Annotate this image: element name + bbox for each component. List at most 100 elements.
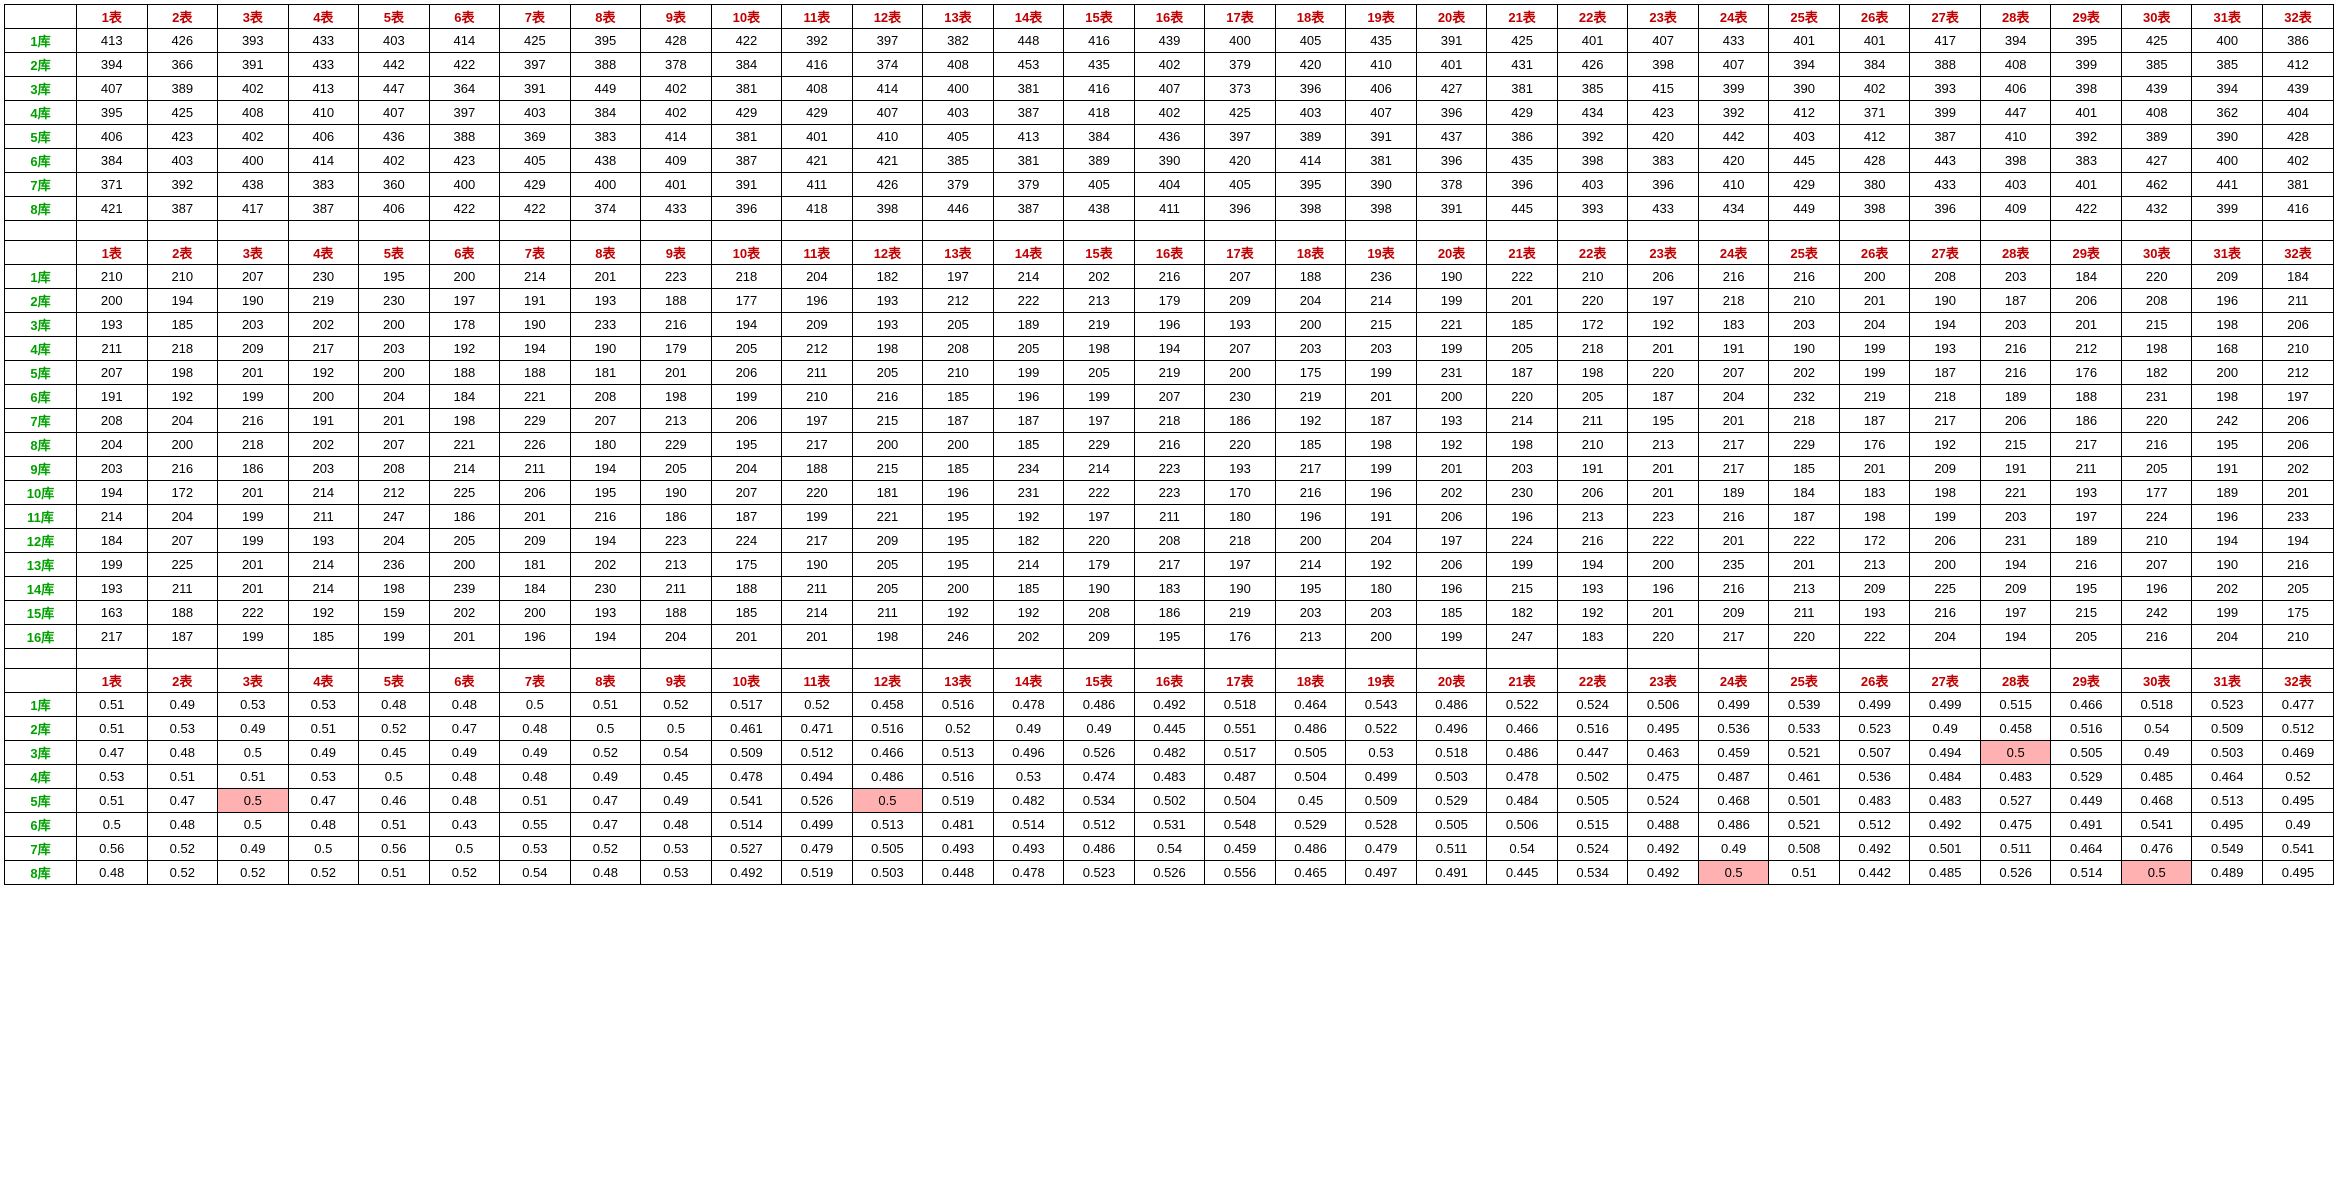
data-cell: 204 bbox=[147, 505, 218, 529]
data-cell: 229 bbox=[1064, 433, 1135, 457]
data-cell: 184 bbox=[2051, 265, 2122, 289]
data-cell: 0.522 bbox=[1487, 693, 1558, 717]
data-cell: 234 bbox=[993, 457, 1064, 481]
data-cell: 393 bbox=[1910, 77, 1981, 101]
data-cell: 189 bbox=[2051, 529, 2122, 553]
data-cell: 403 bbox=[1769, 125, 1840, 149]
data-cell: 217 bbox=[1910, 409, 1981, 433]
data-cell: 224 bbox=[711, 529, 782, 553]
data-cell: 179 bbox=[1134, 289, 1205, 313]
data-cell: 189 bbox=[993, 313, 1064, 337]
column-header: 19表 bbox=[1346, 669, 1417, 693]
data-cell: 0.529 bbox=[2051, 765, 2122, 789]
data-cell: 0.491 bbox=[1416, 861, 1487, 885]
data-cell: 219 bbox=[1839, 385, 1910, 409]
data-cell: 199 bbox=[1064, 385, 1135, 409]
data-cell: 398 bbox=[1557, 149, 1628, 173]
data-cell: 399 bbox=[2051, 53, 2122, 77]
data-cell: 0.523 bbox=[1839, 717, 1910, 741]
data-cell: 402 bbox=[1134, 53, 1205, 77]
data-cell: 207 bbox=[1205, 337, 1276, 361]
data-cell: 195 bbox=[1628, 409, 1699, 433]
column-header: 3表 bbox=[218, 241, 289, 265]
data-cell: 219 bbox=[288, 289, 359, 313]
data-cell: 0.465 bbox=[1275, 861, 1346, 885]
data-cell: 188 bbox=[147, 601, 218, 625]
data-cell: 216 bbox=[1134, 265, 1205, 289]
column-header: 9表 bbox=[641, 5, 712, 29]
data-cell: 194 bbox=[570, 625, 641, 649]
data-cell: 398 bbox=[1980, 149, 2051, 173]
data-cell: 0.527 bbox=[1980, 789, 2051, 813]
data-cell: 0.52 bbox=[147, 837, 218, 861]
column-header: 2表 bbox=[147, 241, 218, 265]
data-cell: 0.534 bbox=[1064, 789, 1135, 813]
data-cell: 0.486 bbox=[1487, 741, 1558, 765]
table-row: 13库1992252012142362001812022131751902051… bbox=[5, 553, 2334, 577]
column-header: 20表 bbox=[1416, 669, 1487, 693]
data-cell: 225 bbox=[1910, 577, 1981, 601]
data-cell: 200 bbox=[1416, 385, 1487, 409]
data-cell: 441 bbox=[2192, 173, 2263, 197]
data-cell: 186 bbox=[2051, 409, 2122, 433]
data-cell: 200 bbox=[359, 313, 430, 337]
data-cell: 371 bbox=[77, 173, 148, 197]
data-cell: 190 bbox=[1416, 265, 1487, 289]
data-cell: 183 bbox=[1698, 313, 1769, 337]
data-cell: 0.487 bbox=[1698, 765, 1769, 789]
data-cell: 209 bbox=[1910, 457, 1981, 481]
column-header: 1表 bbox=[77, 669, 148, 693]
data-cell: 222 bbox=[1064, 481, 1135, 505]
data-cell: 0.463 bbox=[1628, 741, 1699, 765]
data-cell: 0.517 bbox=[1205, 741, 1276, 765]
data-cell: 0.49 bbox=[288, 741, 359, 765]
column-header: 24表 bbox=[1698, 241, 1769, 265]
data-cell: 195 bbox=[359, 265, 430, 289]
data-cell: 196 bbox=[2192, 505, 2263, 529]
data-cell: 0.478 bbox=[993, 861, 1064, 885]
row-header: 3库 bbox=[5, 741, 77, 765]
column-header: 15表 bbox=[1064, 669, 1135, 693]
data-cell: 387 bbox=[288, 197, 359, 221]
column-header-row: 1表2表3表4表5表6表7表8表9表10表11表12表13表14表15表16表1… bbox=[5, 669, 2334, 693]
data-cell: 183 bbox=[1839, 481, 1910, 505]
data-cell: 209 bbox=[500, 529, 571, 553]
data-cell: 216 bbox=[218, 409, 289, 433]
data-cell: 0.489 bbox=[2192, 861, 2263, 885]
data-cell: 408 bbox=[2121, 101, 2192, 125]
data-cell: 400 bbox=[218, 149, 289, 173]
data-cell: 410 bbox=[852, 125, 923, 149]
data-cell: 229 bbox=[641, 433, 712, 457]
data-cell: 445 bbox=[1487, 197, 1558, 221]
data-cell: 0.466 bbox=[852, 741, 923, 765]
data-cell: 236 bbox=[1346, 265, 1417, 289]
data-cell: 194 bbox=[570, 457, 641, 481]
data-cell: 210 bbox=[147, 265, 218, 289]
data-cell: 0.459 bbox=[1205, 837, 1276, 861]
data-cell: 189 bbox=[1980, 385, 2051, 409]
data-cell: 201 bbox=[359, 409, 430, 433]
table-row: 15库1631882221921592022001931881852142111… bbox=[5, 601, 2334, 625]
data-cell: 187 bbox=[711, 505, 782, 529]
data-cell: 397 bbox=[852, 29, 923, 53]
data-cell: 206 bbox=[1628, 265, 1699, 289]
blank-corner bbox=[5, 241, 77, 265]
data-cell: 416 bbox=[782, 53, 853, 77]
data-cell: 0.512 bbox=[1839, 813, 1910, 837]
data-cell: 213 bbox=[641, 409, 712, 433]
data-cell: 391 bbox=[1346, 125, 1417, 149]
data-cell: 406 bbox=[1346, 77, 1417, 101]
data-cell: 0.483 bbox=[1980, 765, 2051, 789]
data-cell: 0.513 bbox=[2192, 789, 2263, 813]
data-cell: 198 bbox=[1557, 361, 1628, 385]
data-cell: 212 bbox=[2263, 361, 2334, 385]
data-cell: 429 bbox=[1769, 173, 1840, 197]
data-cell: 0.499 bbox=[1346, 765, 1417, 789]
data-cell: 398 bbox=[1628, 53, 1699, 77]
data-cell: 185 bbox=[1275, 433, 1346, 457]
column-header: 13表 bbox=[923, 241, 994, 265]
data-cell: 177 bbox=[2121, 481, 2192, 505]
column-header: 18表 bbox=[1275, 669, 1346, 693]
data-cell: 221 bbox=[852, 505, 923, 529]
column-header: 31表 bbox=[2192, 241, 2263, 265]
